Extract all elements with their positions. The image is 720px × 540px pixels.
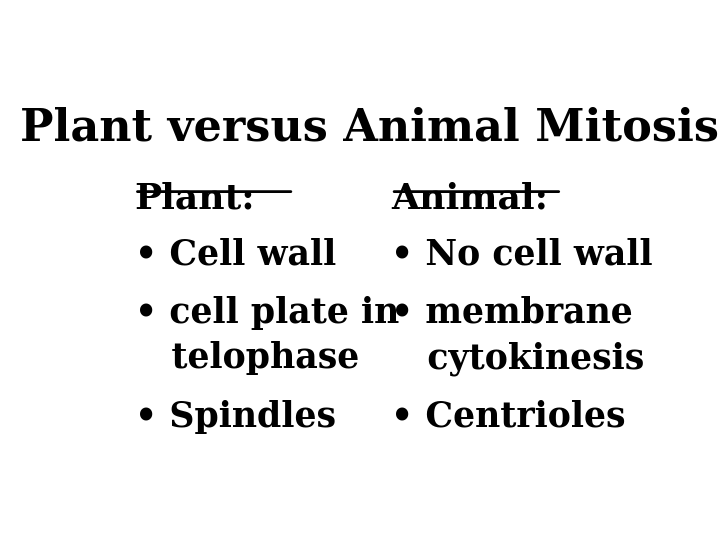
Text: • membrane: • membrane (392, 295, 633, 329)
Text: telophase: telophase (135, 341, 359, 375)
Text: • cell plate in: • cell plate in (135, 295, 399, 329)
Text: • No cell wall: • No cell wall (392, 238, 653, 272)
Text: Plant versus Animal Mitosis: Plant versus Animal Mitosis (19, 106, 719, 150)
Text: cytokinesis: cytokinesis (392, 341, 644, 376)
Text: • Cell wall: • Cell wall (135, 238, 336, 272)
Text: • Spindles: • Spindles (135, 400, 336, 434)
Text: Animal:: Animal: (392, 181, 549, 215)
Text: • Centrioles: • Centrioles (392, 400, 626, 434)
Text: Plant:: Plant: (135, 181, 256, 215)
